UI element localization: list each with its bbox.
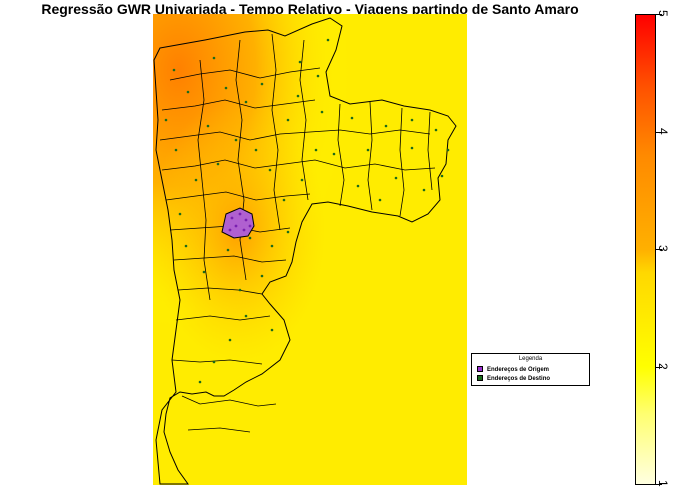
colorbar-label-4: 4 — [656, 128, 670, 135]
colorbar-tick-1 — [656, 484, 662, 485]
colorbar-tick-5 — [656, 14, 662, 15]
colorbar — [635, 14, 656, 485]
colorbar-tick-2 — [656, 367, 662, 368]
legend-swatch-destination — [477, 375, 483, 382]
origin-cluster — [221, 207, 255, 239]
colorbar-label-3: 3 — [656, 245, 670, 252]
colorbar-tick-3 — [656, 249, 662, 250]
colorbar-label-1: 1 — [656, 480, 670, 487]
map-legend: Legenda Endereços de Origem Endereços de… — [471, 353, 590, 386]
map-raster-hot-center — [153, 14, 467, 485]
legend-item-origin: Endereços de Origem — [477, 366, 549, 374]
colorbar-label-5: 5 — [656, 10, 670, 17]
legend-item-destination-label: Endereços de Destino — [487, 376, 551, 382]
colorbar-tick-4 — [656, 132, 662, 133]
legend-title: Legenda — [518, 356, 543, 362]
legend-item-destination: Endereços de Destino — [477, 375, 550, 383]
destination-points — [164, 38, 450, 384]
legend-swatch-origin — [477, 366, 483, 373]
colorbar-label-2: 2 — [656, 363, 670, 370]
city-outline — [153, 17, 457, 485]
map-title: Regressão GWR Univariada - Tempo Relativ… — [41, 1, 579, 17]
legend-item-origin-label: Endereços de Origem — [487, 367, 550, 373]
district-borders — [159, 33, 436, 433]
